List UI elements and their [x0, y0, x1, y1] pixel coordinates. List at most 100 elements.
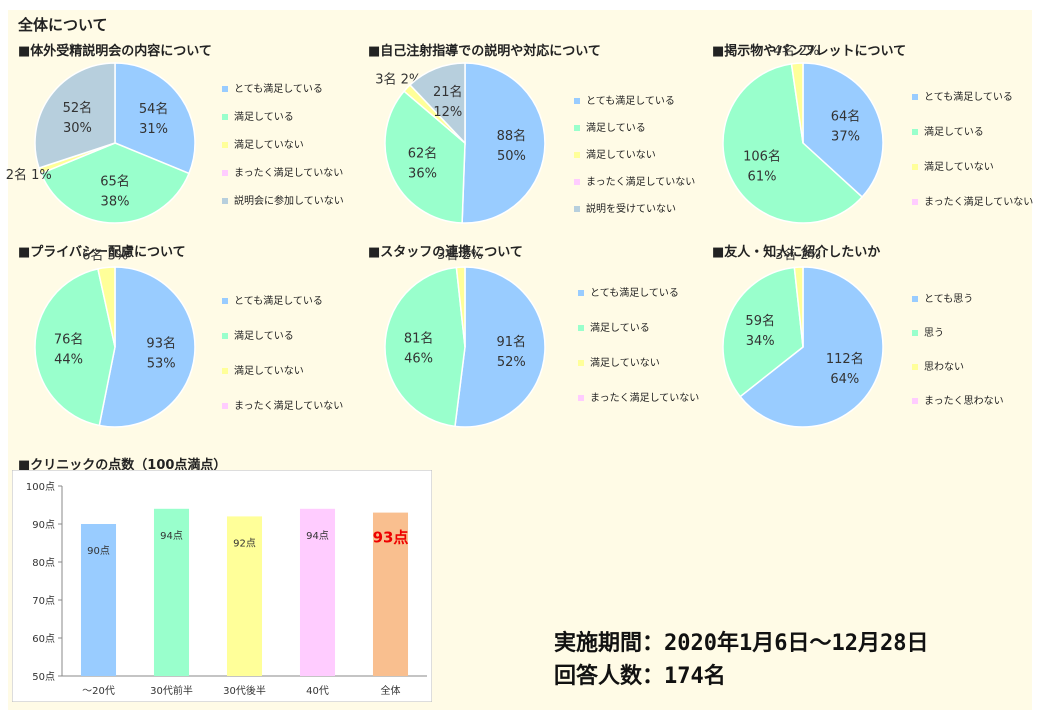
- pie-percent-label: 12%: [433, 105, 462, 120]
- pie-title: ■スタッフの連携について: [368, 245, 523, 260]
- legend-swatch: [574, 179, 580, 185]
- legend-item: 説明を受けていない: [574, 200, 676, 215]
- pie-chart: 93名 53% 76名 44% 6名 3%: [34, 248, 196, 428]
- y-tick-label: 50点: [32, 671, 55, 683]
- legend-swatch: [578, 360, 584, 366]
- pie-title: ■プライバシー配慮について: [18, 245, 186, 260]
- score-bar: [226, 516, 263, 676]
- legend-swatch: [912, 364, 918, 370]
- score-bar: [80, 524, 117, 676]
- y-tick-label: 70点: [32, 595, 55, 607]
- legend-label: とても満足している: [234, 84, 323, 95]
- pie-slice: [739, 266, 884, 428]
- pie-count-label: 93名: [146, 336, 176, 352]
- bar-data-label: 94点: [306, 530, 329, 542]
- pie-count-label: 81名: [404, 331, 434, 347]
- bar-chart-area: [12, 470, 432, 702]
- legend-item: まったく満足していない: [222, 164, 343, 179]
- legend-swatch: [222, 170, 228, 176]
- legend-swatch: [578, 395, 584, 401]
- pie-slice: [461, 62, 546, 224]
- pie-percent-label: 52%: [497, 355, 526, 370]
- legend-label: 満足していない: [924, 162, 994, 173]
- legend-label: まったく満足していない: [924, 197, 1034, 208]
- legend-label: 思う: [924, 328, 944, 339]
- legend-item: とても満足している: [574, 92, 675, 107]
- x-category-label: 30代後半: [223, 684, 266, 697]
- legend-label: 満足している: [590, 323, 650, 334]
- pie-percent-label: 46%: [404, 352, 433, 367]
- legend-swatch: [578, 290, 584, 296]
- pie-slice: [384, 90, 466, 224]
- pie-title: ■友人・知人に紹介したいか: [712, 245, 881, 260]
- pie-count-label: 54名: [139, 101, 169, 117]
- legend-label: まったく思わない: [924, 396, 1004, 407]
- pie-slice: [114, 62, 196, 175]
- pie-percent-label: 36%: [408, 167, 437, 182]
- pie-percent-label: 44%: [54, 352, 83, 367]
- pie-percent-label: 34%: [746, 334, 775, 349]
- legend-item: 満足していない: [222, 136, 304, 151]
- pie-count-label: 21名: [433, 84, 463, 100]
- pie-title: ■体外受精説明会の内容について: [18, 44, 212, 59]
- pie-slice: [34, 62, 116, 169]
- pie-slice: [802, 62, 884, 199]
- pie-data-label: 6名 3%: [82, 248, 128, 264]
- pie-count-label: 106名: [743, 149, 781, 165]
- legend-swatch: [222, 142, 228, 148]
- pie-slice: [793, 266, 804, 348]
- x-category-label: 40代: [306, 685, 329, 697]
- pie-data-label: 3名 2%: [775, 247, 821, 263]
- pie-chart: 91名 52% 81名 46% 3名 2%: [384, 247, 546, 428]
- pie-chart: 88名 50% 62名 36% 3名 2% 21名 12%: [375, 62, 546, 224]
- legend-item: 説明会に参加していない: [222, 192, 344, 207]
- x-category-label: ～20代: [82, 685, 115, 697]
- legend-swatch: [574, 206, 580, 212]
- pie-percent-label: 50%: [497, 149, 526, 164]
- legend-label: まったく満足していない: [234, 401, 344, 412]
- legend-item: まったく満足していない: [222, 397, 343, 412]
- legend-label: 説明会に参加していない: [234, 196, 344, 207]
- legend-label: とても満足している: [234, 296, 323, 307]
- legend-item: とても満足している: [578, 284, 679, 299]
- legend-item: 満足していない: [222, 362, 304, 377]
- pie-slice: [454, 266, 546, 428]
- pie-chart: 112名 64% 59名 34% 3名 2%: [722, 247, 884, 428]
- legend-label: 満足していない: [590, 358, 660, 369]
- legend-label: 満足している: [234, 112, 294, 123]
- legend-swatch: [222, 86, 228, 92]
- legend-item: まったく満足していない: [574, 173, 695, 188]
- pie-count-label: 64名: [831, 108, 861, 124]
- score-bar: [153, 508, 190, 676]
- legend-item: 満足している: [912, 123, 984, 138]
- legend-label: まったく満足していない: [234, 168, 344, 179]
- pie-data-label: 3名 2%: [437, 247, 483, 263]
- legend-swatch: [222, 368, 228, 374]
- pie-percent-label: 31%: [139, 122, 168, 137]
- legend-swatch: [222, 198, 228, 204]
- legend-label: まったく満足していない: [590, 393, 700, 404]
- pie-slice: [34, 267, 116, 427]
- pie-count-label: 88名: [497, 128, 527, 144]
- legend-swatch: [222, 333, 228, 339]
- pie-percent-label: 61%: [748, 170, 777, 185]
- pie-slice: [722, 266, 804, 398]
- legend-label: 説明を受けていない: [586, 204, 676, 215]
- legend-item: 満足している: [574, 119, 646, 134]
- pie-data-label: 3名 2%: [375, 72, 421, 88]
- legend-item: 満足している: [222, 108, 294, 123]
- pie-count-label: 52名: [63, 100, 93, 116]
- legend-swatch: [574, 152, 580, 158]
- legend-label: 満足していない: [234, 140, 304, 151]
- legend-label: 満足していない: [234, 366, 304, 377]
- pie-count-label: 62名: [408, 146, 438, 162]
- bar-data-label: 94点: [160, 530, 183, 542]
- legend-label: とても満足している: [924, 92, 1013, 103]
- bar-data-label: 90点: [87, 545, 110, 557]
- legend-item: とても満足している: [222, 292, 323, 307]
- pie-title: ■掲示物やパンフレットについて: [712, 44, 907, 59]
- pie-percent-label: 38%: [101, 194, 130, 209]
- legend-item: まったく満足していない: [912, 193, 1033, 208]
- pie-slice: [722, 62, 864, 224]
- legend-swatch: [912, 199, 918, 205]
